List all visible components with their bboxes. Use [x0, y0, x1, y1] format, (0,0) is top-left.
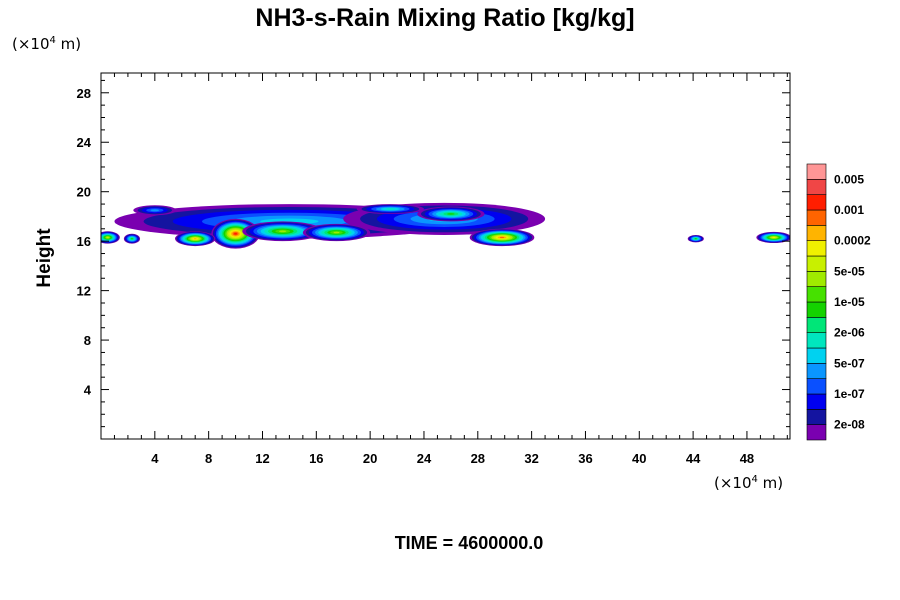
contour-band	[193, 238, 197, 240]
contour-band	[278, 230, 287, 233]
y-tick-label: 4	[84, 383, 92, 398]
colorbar-swatch	[806, 286, 827, 303]
x-axis-ticks: 4 8 12 16 20 24 28 32 36 40 44 48	[113, 73, 788, 466]
colorbar-label: 2e-06	[834, 326, 865, 340]
contour-cell	[417, 206, 485, 222]
x-tick-label: 20	[363, 451, 377, 466]
colorbar-swatch	[806, 255, 827, 272]
colorbar-swatch	[806, 209, 827, 226]
colorbar-swatch	[806, 271, 827, 287]
colorbar-label: 0.005	[834, 172, 864, 186]
contour-cell	[175, 231, 216, 247]
contour-band	[131, 238, 133, 240]
colorbar-label: 1e-07	[834, 387, 865, 401]
contour-band	[234, 232, 238, 235]
contour-band	[694, 238, 697, 240]
contour-field	[101, 202, 790, 249]
contour-band	[447, 213, 455, 215]
x-tick-label: 28	[471, 451, 485, 466]
contour-cell	[242, 221, 324, 242]
colorbar-swatch	[806, 347, 827, 364]
colorbar-swatch	[806, 163, 827, 180]
x-axis-unit: (×104 m)	[714, 474, 783, 492]
chart-title: NH3-s-Rain Mixing Ratio [kg/kg]	[255, 4, 634, 32]
colorbar-label: 5e-07	[834, 356, 865, 370]
contour-band	[150, 209, 160, 212]
y-tick-label: 28	[77, 86, 91, 101]
colorbar-label: 0.0002	[834, 234, 871, 248]
contour-cell	[687, 234, 704, 243]
y-tick-label: 16	[77, 234, 91, 249]
contour-cell	[133, 205, 177, 216]
colorbar-swatch	[806, 240, 827, 257]
colorbar-swatch	[806, 332, 827, 349]
colorbar-swatch	[806, 393, 827, 410]
x-tick-label: 40	[632, 451, 646, 466]
contour-band	[106, 236, 109, 239]
colorbar-swatch	[806, 225, 827, 241]
x-tick-label: 12	[255, 451, 269, 466]
y-axis-label: Height	[34, 228, 55, 288]
colorbar-swatch	[806, 378, 827, 395]
colorbar: 2e-08 1e-07 5e-07 2e-06 1e-05 5e-05 0.0002 0.00…	[806, 163, 871, 441]
x-tick-label: 4	[151, 451, 159, 466]
contour-cell	[123, 233, 141, 244]
contour-band	[499, 236, 505, 239]
colorbar-swatch	[806, 317, 827, 333]
y-unit-prefix: (×10	[12, 35, 50, 53]
y-unit-exponent: 4	[50, 35, 56, 46]
y-tick-label: 20	[77, 185, 91, 200]
y-tick-label: 8	[84, 333, 91, 348]
y-axis-unit: (×104 m)	[12, 35, 81, 53]
y-axis-ticks: 4 8 12 16 20 24 28	[77, 79, 790, 428]
colorbar-swatch	[806, 409, 827, 425]
x-unit-suffix: m)	[758, 474, 783, 492]
x-unit-prefix: (×10	[714, 474, 752, 492]
contour-band	[385, 208, 396, 210]
y-tick-label: 24	[77, 135, 92, 150]
contour-cell	[101, 231, 120, 244]
colorbar-swatch	[806, 301, 827, 318]
y-unit-suffix: m)	[56, 35, 81, 53]
contour-cell	[469, 228, 535, 247]
x-tick-label: 44	[686, 451, 701, 466]
colorbar-swatch	[806, 194, 827, 211]
x-tick-label: 36	[578, 451, 592, 466]
colorbar-swatch	[806, 179, 827, 195]
colorbar-label: 2e-08	[834, 418, 865, 432]
x-tick-label: 16	[309, 451, 323, 466]
x-tick-label: 48	[740, 451, 754, 466]
contour-cell	[756, 231, 790, 244]
colorbar-label: 5e-05	[834, 264, 865, 278]
contour-cell	[356, 204, 424, 214]
colorbar-label: 1e-05	[834, 295, 865, 309]
colorbar-label: 0.001	[834, 203, 864, 217]
x-tick-label: 8	[205, 451, 212, 466]
contour-cell	[302, 223, 371, 242]
y-tick-label: 12	[77, 284, 91, 299]
time-label: TIME = 4600000.0	[395, 533, 544, 553]
colorbar-swatch	[806, 424, 827, 441]
contour-band	[772, 236, 776, 239]
plot-frame	[100, 72, 791, 440]
x-tick-label: 32	[524, 451, 538, 466]
colorbar-swatch	[806, 363, 827, 379]
contour-band	[333, 231, 340, 234]
x-unit-exponent: 4	[752, 474, 758, 485]
x-tick-label: 24	[417, 451, 432, 466]
